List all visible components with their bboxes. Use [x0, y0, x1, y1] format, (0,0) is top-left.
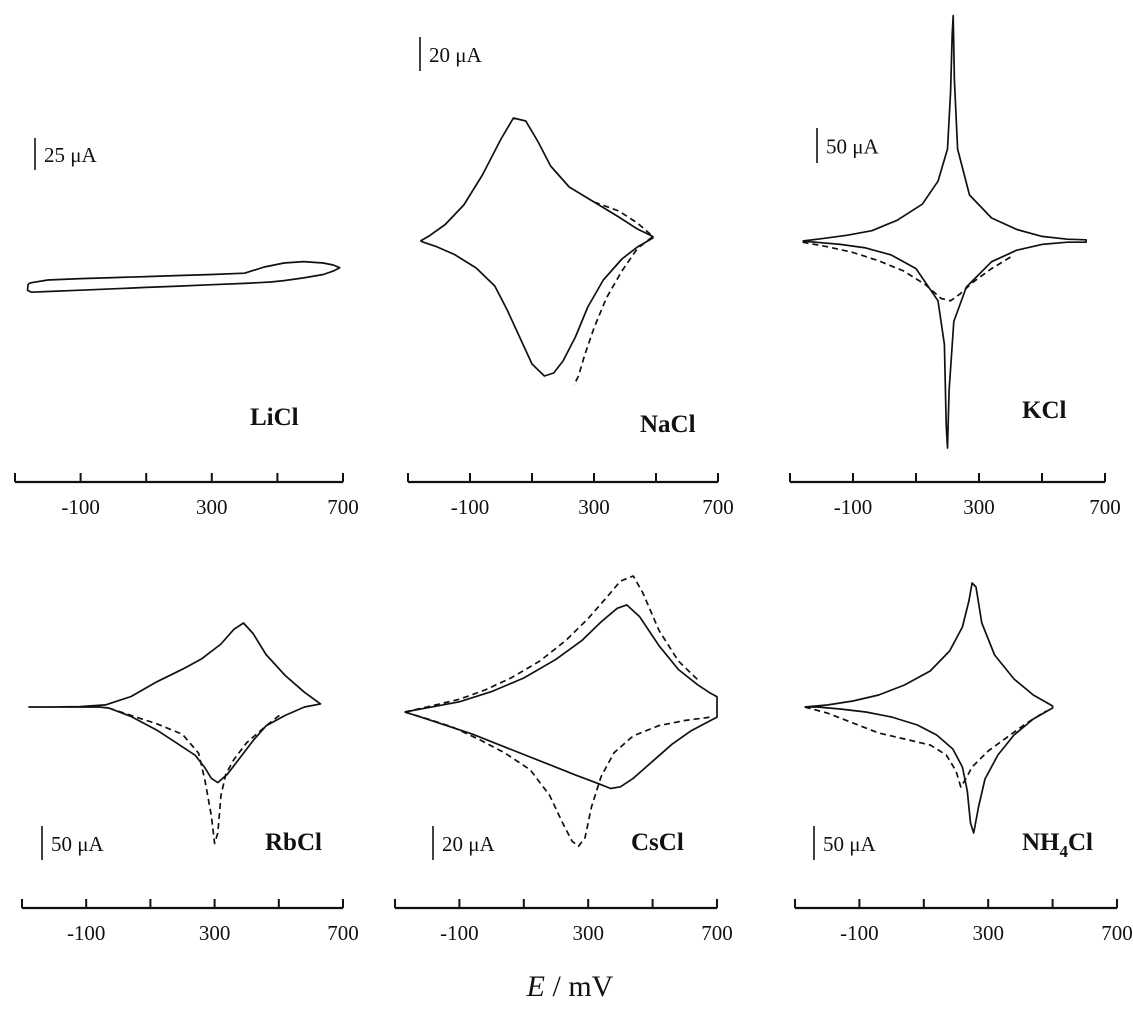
panel-6: -100 300 700 50 μA NH4Cl: [794, 582, 1133, 945]
scale-bar-label: 20 μA: [442, 832, 496, 856]
x-tick-label: 700: [327, 495, 359, 519]
series-solid-1: [802, 14, 1087, 449]
x-tick-label: -100: [61, 495, 100, 519]
panel-2: -100 300 700 20 μA NaCl: [407, 37, 734, 519]
series-solid-1: [419, 117, 654, 377]
x-tick-label: 700: [1089, 495, 1121, 519]
shared-x-axis-label: E / mV: [500, 970, 640, 1004]
series-dashed-2: [573, 201, 654, 386]
series-dashed-2: [802, 241, 1011, 302]
x-tick-label: 300: [972, 921, 1004, 945]
series-solid-1: [404, 604, 718, 790]
scale-bar-label: 20 μA: [429, 43, 483, 67]
x-tick-label: 300: [199, 921, 231, 945]
panel-title: NH4Cl: [1022, 829, 1093, 861]
series-solid-1: [804, 582, 1054, 834]
x-tick-label: -100: [834, 495, 873, 519]
x-tick-label: 300: [963, 495, 995, 519]
x-tick-label: 700: [327, 921, 359, 945]
x-tick-label: -100: [440, 921, 479, 945]
panel-title: CsCl: [631, 829, 684, 856]
series-dashed-3: [404, 711, 711, 848]
x-tick-label: -100: [840, 921, 879, 945]
x-tick-label: 700: [1101, 921, 1133, 945]
x-tick-label: 300: [196, 495, 228, 519]
panel-3: -100 300 700 50 μA KCl: [789, 14, 1121, 519]
scale-bar-label: 50 μA: [823, 832, 877, 856]
panel-title: NaCl: [640, 411, 696, 438]
x-tick-label: 700: [702, 495, 734, 519]
scale-bar-label: 50 μA: [826, 135, 880, 159]
scale-bar-label: 50 μA: [51, 832, 105, 856]
series-dashed-2: [804, 706, 1047, 788]
x-axis-symbol: E: [526, 970, 545, 1003]
panel-1: -100 300 700 25 μA LiCl: [14, 138, 359, 519]
x-tick-label: 300: [572, 921, 604, 945]
series-solid-1: [28, 622, 322, 784]
x-tick-label: 300: [578, 495, 610, 519]
series-dashed-2: [404, 575, 699, 713]
x-tick-label: -100: [451, 495, 490, 519]
panel-title: RbCl: [265, 829, 322, 856]
x-axis-unit: / mV: [544, 970, 614, 1003]
x-tick-label: -100: [67, 921, 106, 945]
x-tick-label: 700: [701, 921, 733, 945]
panel-4: -100 300 700 50 μA RbCl: [21, 622, 359, 945]
panel-title: KCl: [1022, 397, 1067, 424]
series-dashed-2: [108, 707, 283, 845]
series-solid-1: [26, 260, 341, 294]
panel-title: LiCl: [250, 404, 299, 431]
panel-5: -100 300 700 20 μA CsCl: [394, 575, 733, 945]
scale-bar-label: 25 μA: [44, 143, 98, 167]
